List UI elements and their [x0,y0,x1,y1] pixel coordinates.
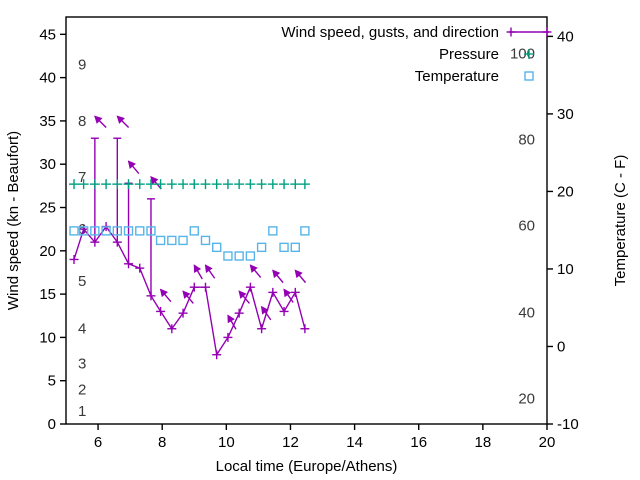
y2-axis-title: Temperature (C - F) [612,155,629,287]
beaufort-label: 9 [78,57,86,74]
direction-arrowhead [159,288,169,298]
square-marker [101,226,111,236]
x-tick-label: 12 [282,434,299,451]
y-tick-label: 5 [48,373,56,390]
y-tick-label: 35 [39,113,56,130]
square-marker [189,226,199,236]
square-marker [167,235,177,246]
y-tick-label: 45 [39,26,56,43]
wind-speed-line [73,225,306,357]
beaufort-label: 1 [78,403,86,420]
direction-arrowhead [227,314,235,324]
square-marker [178,235,188,246]
square-marker [256,242,267,253]
square-marker [279,242,289,253]
square-marker [212,242,222,253]
direction-arrowhead [127,160,136,170]
square-marker [524,71,534,81]
x-tick-label: 16 [410,434,427,451]
series-temperature [69,226,310,261]
y-tick-label: 0 [48,416,56,433]
fahrenheit-label: 60 [518,218,535,235]
direction-arrowhead [294,269,303,279]
plot-frame [65,16,548,425]
square-marker [290,242,300,253]
y-tick-label: 10 [39,329,56,346]
legend-label: Temperature [415,68,499,85]
y-tick-label: 15 [39,286,56,303]
direction-arrowhead [204,264,213,274]
direction-arrowhead [272,269,281,279]
y2-tick-label: -10 [557,416,579,433]
square-marker [200,235,211,246]
square-marker [78,226,89,236]
direction-arrowhead [116,115,125,124]
square-marker [245,251,256,261]
beaufort-label: 8 [78,113,86,130]
y-tick-label: 30 [39,156,56,173]
direction-arrowhead [182,290,191,299]
square-marker [69,226,79,236]
direction-arrowhead [238,290,247,299]
direction-arrowhead [150,176,159,185]
direction-arrowhead [249,264,258,273]
y-tick-label: 40 [39,70,56,87]
series-pressure [69,179,310,190]
x-tick-label: 18 [475,434,492,451]
y2-tick-label: 20 [557,183,574,200]
square-marker [223,251,233,261]
x-tick-label: 10 [218,434,235,451]
square-marker [146,226,156,236]
direction-arrowhead [193,264,202,274]
y2-tick-label: 40 [557,28,574,45]
x-tick-label: 20 [539,434,556,451]
beaufort-label: 7 [78,169,86,186]
square-marker [123,226,134,236]
square-marker [300,226,310,236]
square-marker [155,235,166,246]
y2-tick-label: 10 [557,261,574,278]
y2-tick-label: 0 [557,338,565,355]
x-tick-label: 6 [94,434,102,451]
legend: Wind speed, gusts, and direction Pressure… [281,24,552,85]
square-marker [135,226,145,236]
fahrenheit-label: 40 [518,304,535,321]
fahrenheit-label: 20 [518,390,535,407]
square-marker [90,226,100,236]
y-axis-title: Wind speed (kn - Beaufort) [5,131,22,310]
legend-label: Wind speed, gusts, and direction [281,24,499,41]
beaufort-label: 2 [78,381,86,398]
direction-arrowhead [283,288,292,298]
x-tick-label: 8 [158,434,166,451]
beaufort-label: 4 [78,321,86,338]
x-tick-label: 14 [346,434,363,451]
direction-arrowhead [94,115,103,124]
y2-tick-label: 30 [557,106,574,123]
x-axis-title: Local time (Europe/Athens) [216,458,398,475]
square-marker [112,226,123,236]
y-tick-label: 25 [39,200,56,217]
square-marker [268,226,278,236]
fahrenheit-label: 80 [518,131,535,148]
series-wind-speed [69,115,310,360]
square-marker [234,251,244,261]
beaufort-label: 3 [78,355,86,372]
legend-label: Pressure [439,46,499,63]
direction-arrowhead [260,305,269,315]
y-tick-label: 20 [39,243,56,260]
beaufort-label: 5 [78,273,86,290]
